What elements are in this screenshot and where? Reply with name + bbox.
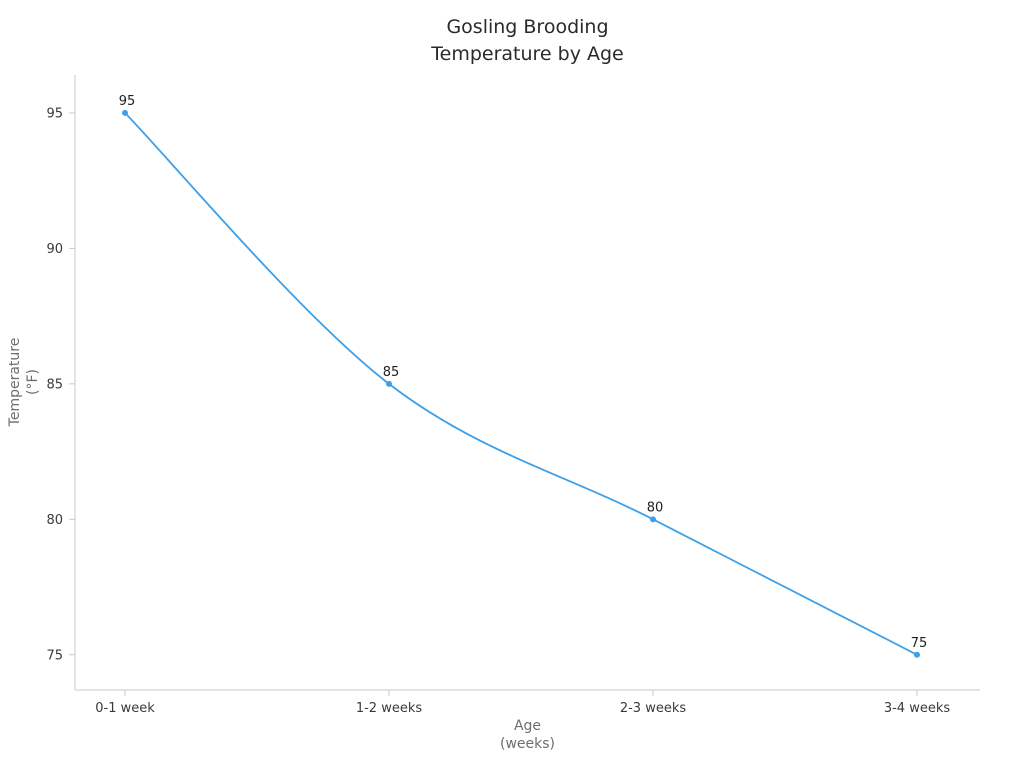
x-tick-label: 2-3 weeks xyxy=(620,701,687,716)
chart-title-line-1: Gosling Brooding xyxy=(446,16,609,38)
chart-title: Gosling Brooding Temperature by Age xyxy=(75,14,980,68)
data-point xyxy=(650,516,656,523)
y-tick-label: 90 xyxy=(46,242,63,257)
x-axis-label: Age (weeks) xyxy=(75,717,980,753)
data-point xyxy=(914,651,920,658)
data-point xyxy=(386,380,392,387)
x-axis-label-line-1: Age xyxy=(513,718,542,734)
point-label: 95 xyxy=(119,94,136,109)
y-tick-label: 95 xyxy=(46,106,63,121)
y-tick-label: 75 xyxy=(46,648,63,663)
line-series xyxy=(124,112,918,656)
y-axis-label: Temperature (°F) xyxy=(6,302,42,462)
x-tick-label: 3-4 weeks xyxy=(884,701,951,716)
y-axis-label-line-2: (°F) xyxy=(25,369,41,395)
y-tick-label: 85 xyxy=(46,377,63,392)
data-point xyxy=(122,109,128,116)
chart-title-line-2: Temperature by Age xyxy=(431,43,624,65)
point-label: 80 xyxy=(647,500,664,515)
y-axis-label-line-1: Temperature xyxy=(7,337,23,427)
x-tick-label: 1-2 weeks xyxy=(356,701,423,716)
y-tick-label: 80 xyxy=(46,513,63,528)
point-label: 85 xyxy=(383,365,400,380)
x-tick-label: 0-1 week xyxy=(95,701,155,716)
x-axis-label-line-2: (weeks) xyxy=(499,736,555,752)
point-label: 75 xyxy=(911,636,928,651)
